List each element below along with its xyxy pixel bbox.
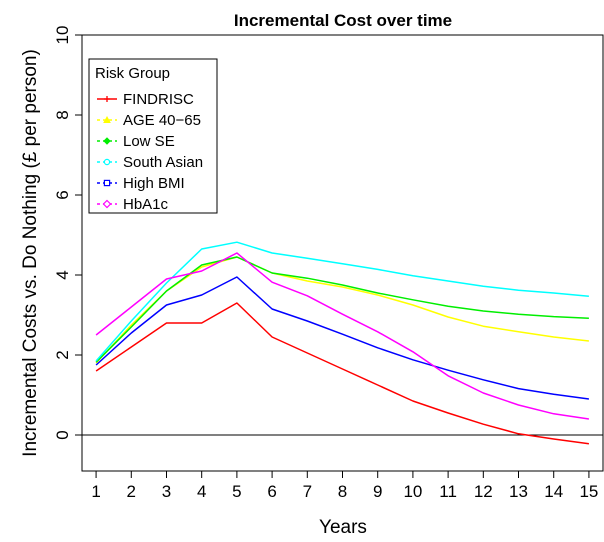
y-tick-label: 6 bbox=[53, 190, 72, 199]
chart-title: Incremental Cost over time bbox=[234, 11, 452, 30]
legend-entry: FINDRISC bbox=[97, 91, 194, 108]
legend-entry: High BMI bbox=[97, 175, 185, 192]
series-line bbox=[95, 252, 590, 420]
legend-label: FINDRISC bbox=[123, 91, 194, 108]
x-tick-label: 5 bbox=[232, 482, 241, 501]
x-tick-label: 6 bbox=[267, 482, 276, 501]
y-tick-label: 2 bbox=[53, 350, 72, 359]
series-line bbox=[95, 276, 590, 400]
series-line bbox=[95, 302, 590, 445]
x-tick-label: 2 bbox=[127, 482, 136, 501]
legend-label: High BMI bbox=[123, 175, 185, 192]
legend-label: HbA1c bbox=[123, 196, 169, 213]
x-tick-label: 15 bbox=[579, 482, 598, 501]
x-tick-label: 1 bbox=[91, 482, 100, 501]
legend-marker bbox=[103, 115, 111, 123]
legend-label: Low SE bbox=[123, 133, 175, 150]
legend: Risk Group FINDRISC AGE 40−65 Low SE South A… bbox=[88, 58, 218, 214]
x-tick-label: 13 bbox=[509, 482, 528, 501]
legend-entry: AGE 40−65 bbox=[97, 112, 201, 129]
legend-entry: HbA1c bbox=[97, 196, 169, 213]
legend-label: South Asian bbox=[123, 154, 203, 171]
legend-entry: South Asian bbox=[97, 154, 203, 171]
series-line bbox=[95, 256, 589, 363]
y-tick-label: 0 bbox=[53, 430, 72, 439]
x-axis-label: Years bbox=[319, 517, 367, 538]
x-tick-label: 10 bbox=[403, 482, 422, 501]
x-tick-label: 14 bbox=[544, 482, 563, 501]
y-axis-label: Incremental Costs vs. Do Nothing (£ per … bbox=[20, 49, 41, 457]
y-tick-label: 8 bbox=[53, 110, 72, 119]
legend-marker bbox=[102, 199, 112, 209]
x-tick-label: 4 bbox=[197, 482, 206, 501]
x-tick-label: 8 bbox=[338, 482, 347, 501]
y-tick-label: 10 bbox=[53, 26, 72, 45]
legend-marker bbox=[104, 96, 110, 102]
legend-entry: Low SE bbox=[97, 133, 175, 150]
series-line bbox=[95, 256, 589, 364]
x-tick-label: 11 bbox=[439, 482, 457, 501]
legend-marker bbox=[103, 158, 111, 166]
x-tick-label: 7 bbox=[303, 482, 312, 501]
legend-label: AGE 40−65 bbox=[123, 112, 201, 129]
x-tick-label: 3 bbox=[162, 482, 171, 501]
x-tick-label: 9 bbox=[373, 482, 382, 501]
x-tick-label: 12 bbox=[474, 482, 493, 501]
series-line bbox=[95, 241, 589, 362]
legend-marker bbox=[103, 137, 111, 145]
legend-title: Risk Group bbox=[95, 65, 170, 82]
y-tick-label: 4 bbox=[53, 270, 72, 279]
legend-marker bbox=[103, 179, 111, 187]
legend-box bbox=[88, 58, 218, 214]
